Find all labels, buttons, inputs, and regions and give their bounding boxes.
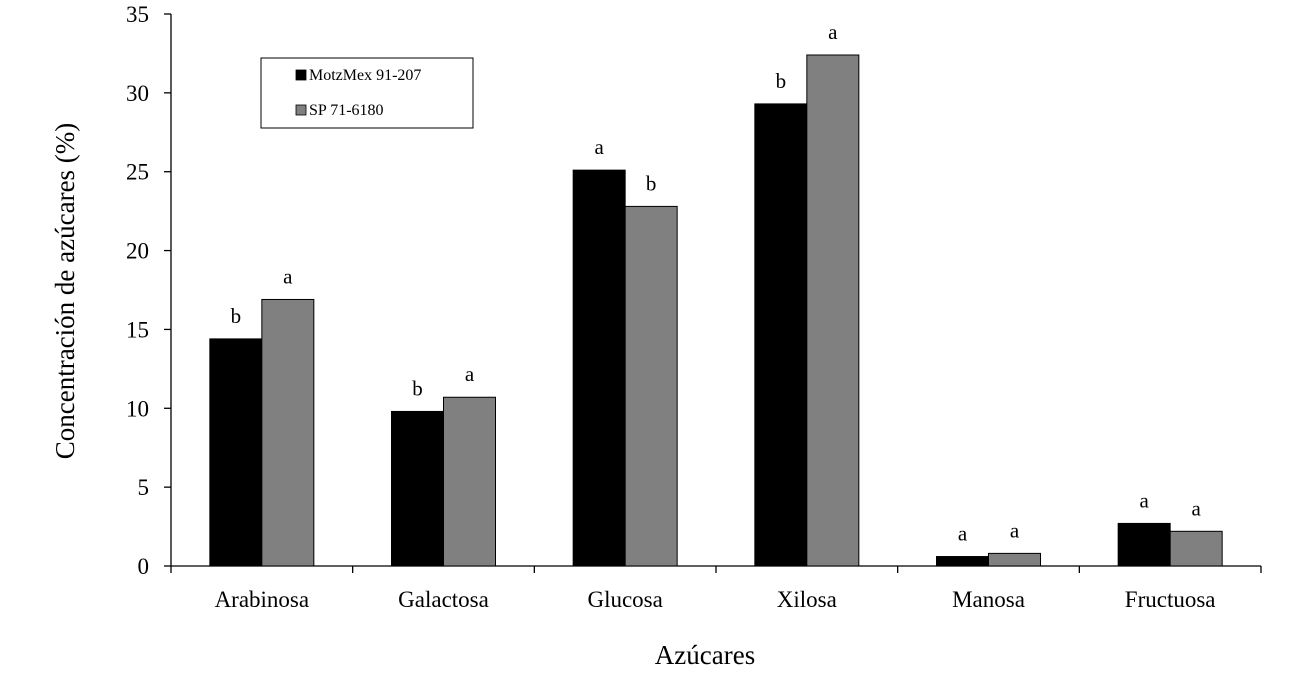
x-axis-ticks: Arabinosa Galactosa Glucosa Xilosa Manosa Fru… xyxy=(170,566,1262,612)
significance-label: a xyxy=(595,135,605,159)
significance-label: a xyxy=(1010,518,1020,542)
bar-sp-galactosa xyxy=(443,396,496,567)
x-category-label: Fructuosa xyxy=(1125,587,1216,612)
bar-sp-glucosa xyxy=(624,205,678,567)
x-category-label: Galactosa xyxy=(398,587,489,612)
x-category-label: Glucosa xyxy=(587,587,662,612)
y-tick-label: 0 xyxy=(138,554,150,579)
x-category-label: Manosa xyxy=(952,587,1025,612)
bar-sp-manosa xyxy=(988,552,1041,567)
y-tick-label: 35 xyxy=(126,2,149,27)
significance-label: a xyxy=(1192,496,1202,520)
bar-motzmex-fructuosa xyxy=(1117,522,1171,567)
significance-label: a xyxy=(465,362,475,386)
bar-motzmex-manosa xyxy=(936,556,989,567)
x-axis-title: Azúcares xyxy=(655,640,755,670)
significance-labels: b b a b a a a a b a a a xyxy=(231,20,1202,546)
y-tick-label: 10 xyxy=(126,396,149,421)
bar-motzmex-arabinosa xyxy=(209,338,263,567)
y-axis-ticks: 0 5 10 15 20 25 30 35 xyxy=(126,2,171,579)
y-tick-label: 15 xyxy=(126,317,149,342)
y-tick-label: 30 xyxy=(126,81,149,106)
significance-label: a xyxy=(283,264,293,288)
y-tick-label: 25 xyxy=(126,160,149,185)
legend: MotzMex 91-207 SP 71-6180 xyxy=(260,57,474,129)
y-axis-title: Concentración de azúcares (%) xyxy=(50,123,80,460)
bar-sp-xilosa xyxy=(806,54,860,567)
legend-label-motzmex: MotzMex 91-207 xyxy=(309,67,421,84)
significance-label: b xyxy=(412,376,423,400)
significance-label: a xyxy=(1140,488,1150,512)
bar-motzmex-glucosa xyxy=(572,169,626,567)
significance-label: b xyxy=(231,304,242,328)
legend-swatch-motzmex xyxy=(295,69,307,81)
bar-motzmex-galactosa xyxy=(391,410,444,567)
x-category-label: Arabinosa xyxy=(215,587,310,612)
y-tick-label: 5 xyxy=(138,475,150,500)
bar-sp-arabinosa xyxy=(261,298,315,567)
legend-label-sp: SP 71-6180 xyxy=(309,102,384,119)
legend-swatch-sp xyxy=(295,104,307,116)
significance-label: b xyxy=(646,171,657,195)
y-tick-label: 20 xyxy=(126,239,149,264)
bars xyxy=(209,54,1223,567)
significance-label: b xyxy=(776,69,787,93)
bar-motzmex-xilosa xyxy=(754,103,808,567)
significance-label: a xyxy=(828,20,838,44)
significance-label: a xyxy=(958,522,968,546)
bar-sp-fructuosa xyxy=(1169,530,1223,567)
x-category-label: Xilosa xyxy=(777,587,837,612)
